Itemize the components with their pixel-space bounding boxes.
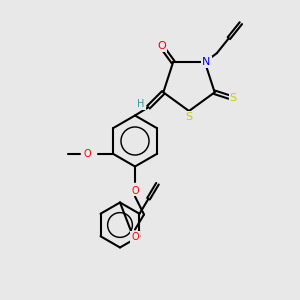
- Text: H: H: [137, 99, 145, 109]
- Text: S: S: [185, 112, 193, 122]
- Text: O: O: [84, 149, 91, 159]
- Text: O: O: [131, 232, 139, 242]
- Text: O: O: [157, 41, 166, 51]
- Text: N: N: [202, 57, 211, 67]
- Text: O: O: [131, 185, 139, 196]
- Text: S: S: [230, 93, 237, 103]
